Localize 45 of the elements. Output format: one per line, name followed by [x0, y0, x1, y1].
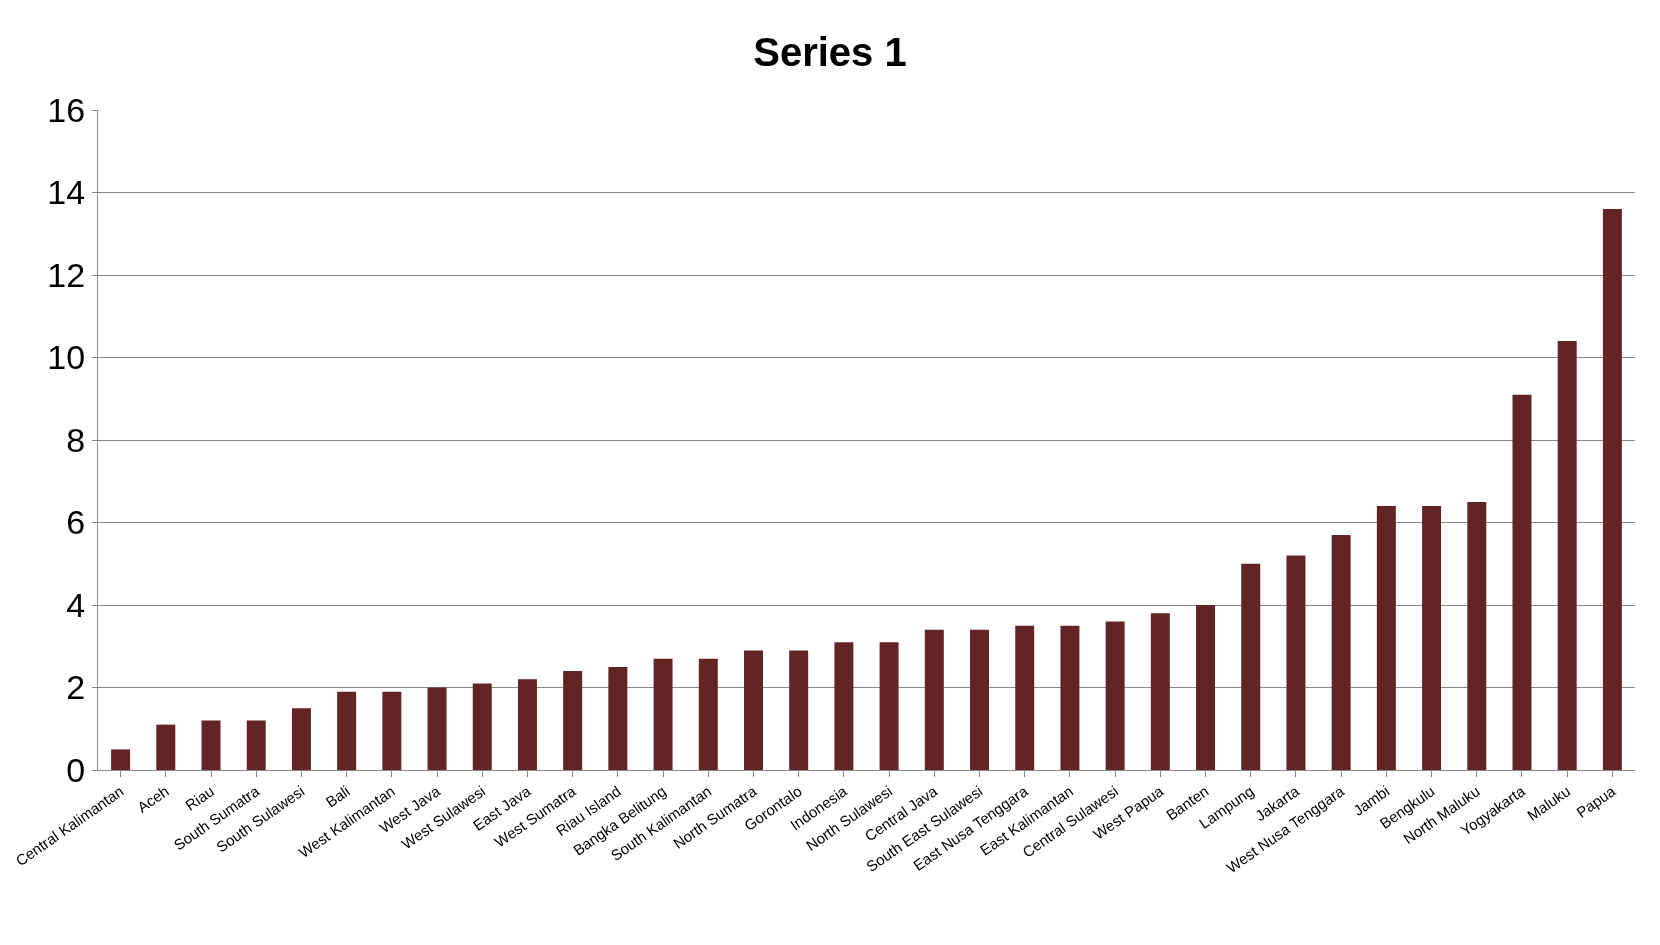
chart-title: Series 1	[753, 29, 907, 74]
bar	[517, 679, 537, 770]
bar	[337, 691, 357, 770]
bar	[1331, 534, 1351, 770]
y-tick-label: 2	[66, 668, 86, 707]
bar	[924, 629, 944, 770]
bar	[1150, 613, 1170, 770]
bar	[201, 720, 221, 770]
bar	[1512, 394, 1532, 770]
bar	[1196, 605, 1216, 770]
bar	[789, 650, 809, 770]
bar	[563, 671, 583, 770]
y-tick-label: 14	[47, 173, 86, 212]
bar	[1015, 625, 1035, 770]
bar	[156, 724, 176, 770]
y-tick-label: 10	[47, 338, 86, 377]
bar	[427, 687, 447, 770]
x-tick-label: Aceh	[134, 782, 172, 816]
y-tick-label: 6	[66, 503, 86, 542]
bar	[698, 658, 718, 770]
bar	[1241, 563, 1261, 770]
bar	[382, 691, 402, 770]
bar	[1060, 625, 1080, 770]
y-tick-label: 8	[66, 420, 86, 459]
bar	[1376, 506, 1396, 770]
bar	[291, 708, 311, 770]
bar	[1602, 209, 1622, 770]
bar	[1422, 506, 1442, 770]
bar	[653, 658, 673, 770]
bar	[246, 720, 266, 770]
bar	[743, 650, 763, 770]
bar	[472, 683, 492, 770]
y-tick-label: 12	[47, 255, 86, 294]
y-tick-label: 16	[47, 90, 86, 129]
bar	[1557, 341, 1577, 770]
y-tick-label: 0	[66, 750, 86, 789]
bar	[834, 642, 854, 770]
bar	[1105, 621, 1125, 770]
bar	[608, 666, 628, 770]
bar	[1467, 501, 1487, 770]
bar	[970, 629, 990, 770]
bar	[1286, 555, 1306, 770]
y-tick-label: 4	[66, 585, 86, 624]
bar	[879, 642, 899, 770]
bar	[111, 749, 131, 770]
